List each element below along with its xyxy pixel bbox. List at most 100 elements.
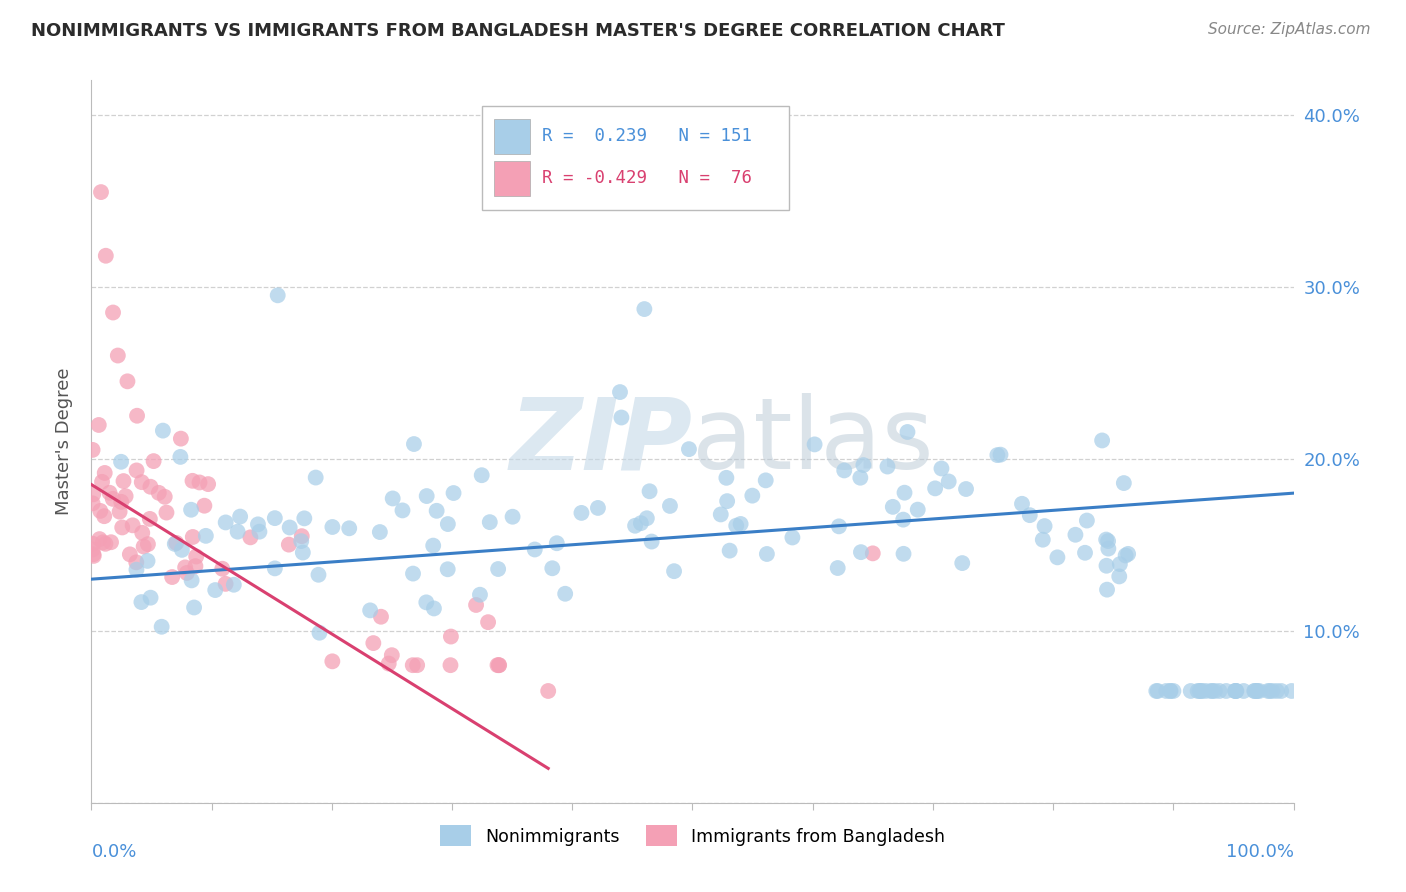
Point	[1146, 684, 1168, 698]
Point	[82, 487, 104, 501]
Point	[1163, 684, 1185, 698]
Point	[1215, 684, 1237, 698]
Point	[188, 475, 211, 490]
Point	[1243, 684, 1265, 698]
Point	[132, 540, 155, 554]
Point	[1011, 497, 1033, 511]
Point	[1258, 684, 1281, 698]
Point	[990, 448, 1012, 462]
Point	[893, 547, 915, 561]
Point	[377, 657, 399, 671]
FancyBboxPatch shape	[494, 161, 530, 196]
Point	[114, 489, 136, 503]
Point	[150, 620, 173, 634]
Point	[832, 463, 855, 477]
Point	[1154, 684, 1177, 698]
Point	[486, 658, 509, 673]
Point	[1246, 684, 1268, 698]
Point	[849, 471, 872, 485]
Point	[725, 518, 748, 533]
Point	[125, 463, 148, 477]
Point	[337, 521, 360, 535]
Point	[180, 574, 202, 588]
Point	[112, 474, 135, 488]
Point	[1159, 684, 1181, 698]
Point	[169, 450, 191, 464]
Point	[486, 562, 509, 576]
Point	[1189, 684, 1212, 698]
Point	[184, 559, 207, 574]
Text: 0.0%: 0.0%	[91, 843, 136, 861]
Point	[437, 517, 460, 532]
Point	[131, 525, 153, 540]
Point	[101, 305, 124, 319]
Point	[292, 511, 315, 525]
Point	[640, 534, 662, 549]
Point	[541, 561, 564, 575]
Point	[125, 563, 148, 577]
Point	[89, 504, 111, 518]
Point	[1095, 558, 1118, 573]
Text: NONIMMIGRANTS VS IMMIGRANTS FROM BANGLADESH MASTER'S DEGREE CORRELATION CHART: NONIMMIGRANTS VS IMMIGRANTS FROM BANGLAD…	[31, 22, 1005, 40]
Point	[93, 509, 115, 524]
Point	[896, 425, 918, 439]
Point	[662, 564, 685, 578]
Point	[181, 474, 204, 488]
Point	[426, 504, 449, 518]
Point	[755, 474, 778, 488]
Point	[1191, 684, 1213, 698]
Point	[523, 542, 546, 557]
Point	[624, 518, 647, 533]
Point	[139, 512, 162, 526]
Point	[1225, 684, 1247, 698]
Point	[94, 537, 117, 551]
Point	[636, 511, 658, 525]
Point	[181, 530, 204, 544]
Text: 100.0%: 100.0%	[1226, 843, 1294, 861]
Point	[125, 409, 148, 423]
Point	[117, 375, 139, 389]
Point	[1097, 534, 1119, 549]
Point	[907, 502, 929, 516]
Point	[571, 506, 593, 520]
Point	[82, 547, 104, 561]
Point	[165, 536, 187, 550]
Point	[118, 547, 141, 561]
Point	[290, 534, 312, 549]
Point	[1091, 434, 1114, 448]
Point	[107, 349, 129, 363]
Point	[1108, 569, 1130, 583]
Point	[278, 520, 301, 534]
Point	[488, 658, 510, 673]
Point	[638, 484, 661, 499]
Text: Source: ZipAtlas.com: Source: ZipAtlas.com	[1208, 22, 1371, 37]
Point	[1159, 684, 1181, 698]
Point	[950, 556, 973, 570]
Legend: Nonimmigrants, Immigrants from Bangladesh: Nonimmigrants, Immigrants from Banglades…	[433, 818, 952, 854]
Point	[186, 549, 208, 564]
Point	[1257, 684, 1279, 698]
Y-axis label: Master's Degree: Master's Degree	[55, 368, 73, 516]
Point	[893, 485, 915, 500]
Point	[415, 489, 437, 503]
Point	[148, 486, 170, 500]
Point	[716, 471, 738, 485]
Point	[267, 288, 290, 302]
Point	[214, 577, 236, 591]
Point	[170, 432, 193, 446]
Point	[82, 542, 104, 557]
Point	[1097, 541, 1119, 556]
Point	[710, 508, 733, 522]
Point	[1223, 684, 1246, 698]
Point	[1046, 550, 1069, 565]
Point	[82, 537, 104, 551]
Point	[368, 524, 391, 539]
Point	[478, 515, 501, 529]
Point	[94, 249, 117, 263]
Point	[359, 603, 381, 617]
Point	[93, 466, 115, 480]
Point	[370, 609, 392, 624]
Point	[477, 615, 499, 630]
Point	[381, 491, 404, 506]
Point	[924, 482, 946, 496]
